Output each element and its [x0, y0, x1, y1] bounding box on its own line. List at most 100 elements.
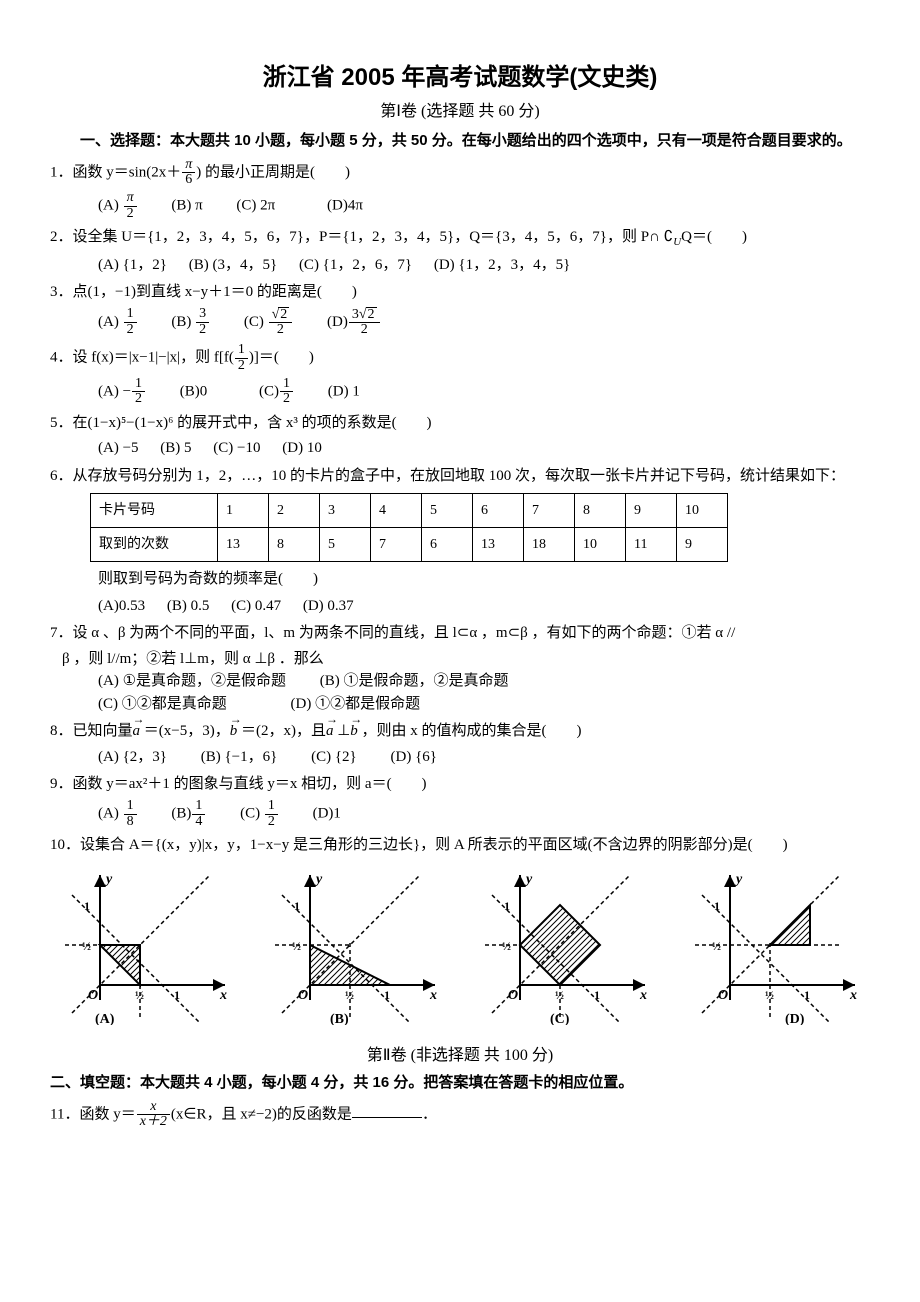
q1-stem: 1．函数 y＝sin(2x＋	[50, 164, 181, 180]
q5-b: (B) 5	[160, 440, 191, 456]
q6-sub: 则取到号码为奇数的频率是( )	[98, 568, 870, 591]
q9-d: (D)1	[313, 806, 341, 822]
q4-a-num: 1	[132, 377, 145, 393]
q9-a-num: 1	[124, 799, 137, 815]
q6: 6．从存放号码分别为 1，2，…，10 的卡片的盒子中，在放回地取 100 次，…	[50, 465, 870, 488]
q4-options: (A) −12 (B)0 (C)12 (D) 1	[98, 377, 870, 407]
q4: 4．设 f(x)＝|x−1|−|x|，则 f[f(12)]＝( )	[50, 343, 870, 373]
svg-text:(A): (A)	[95, 1012, 115, 1025]
t-r1-3: 4	[371, 494, 422, 528]
q3-d-pre: 3	[352, 307, 359, 322]
svg-text:x: x	[849, 988, 857, 1003]
q4-a-pre: (A) −	[98, 383, 131, 399]
q8: 8．已知向量a ＝(x−5，3)，b ＝(2，x)，且a ⊥b ，则由 x 的值…	[50, 720, 870, 743]
q8-veca2: a	[326, 720, 334, 743]
t-r1-1: 2	[269, 494, 320, 528]
q1-num: π	[182, 158, 195, 174]
section1-head: 一、选择题：本大题共 10 小题，每小题 5 分，共 50 分。在每小题给出的四…	[50, 130, 870, 153]
t-r2-1: 8	[269, 528, 320, 562]
t-r1-0: 1	[218, 494, 269, 528]
t-r2-9: 9	[677, 528, 728, 562]
svg-text:O: O	[298, 988, 308, 1003]
q2-q: Q＝( )	[681, 229, 747, 245]
q8-perp: ⊥	[337, 723, 350, 739]
t-r2-7: 10	[575, 528, 626, 562]
t-r2-5: 13	[473, 528, 524, 562]
svg-text:1: 1	[594, 988, 600, 1002]
q3-b-den: 2	[196, 323, 209, 338]
t-r1-h: 卡片号码	[91, 494, 218, 528]
t-r2-h: 取到的次数	[91, 528, 218, 562]
svg-text:y: y	[314, 872, 323, 887]
q1: 1．函数 y＝sin(2x＋π6) 的最小正周期是( )	[50, 158, 870, 188]
svg-text:(B): (B)	[330, 1012, 349, 1025]
q2-u: U	[673, 236, 681, 248]
diagram-a: 1 ½ ½ 1 O x y (A)	[60, 865, 240, 1033]
q11-num: x	[137, 1100, 170, 1116]
t-r1-6: 7	[524, 494, 575, 528]
svg-text:½: ½	[502, 939, 511, 953]
q3-c-num: 2	[278, 307, 289, 323]
svg-text:1: 1	[714, 899, 720, 913]
t-r1-2: 3	[320, 494, 371, 528]
q1-d: (D)4π	[327, 198, 363, 214]
svg-text:½: ½	[765, 988, 774, 1002]
q2-options: (A) {1，2} (B) (3，4，5} (C) {1，2，6，7} (D) …	[98, 254, 870, 277]
q8-c: (C) {2}	[311, 749, 357, 765]
svg-text:x: x	[639, 988, 647, 1003]
diagram-d: 1 ½ ½ 1 O x y (D)	[690, 865, 870, 1033]
q3-d-num: 2	[366, 307, 377, 323]
q8-a: (A) {2，3}	[98, 749, 167, 765]
card-table: 卡片号码 1 2 3 4 5 6 7 8 9 10 取到的次数 13 8 5 7…	[90, 493, 728, 562]
q4-a-den: 2	[132, 392, 145, 407]
q4-d: (D) 1	[328, 383, 360, 399]
svg-text:x: x	[219, 988, 227, 1003]
q3-options: (A) 12 (B) 32 (C) 22 (D)322	[98, 307, 870, 338]
q1-c: (C) 2π	[236, 198, 275, 214]
q6-c: (C) 0.47	[231, 598, 281, 614]
q3-a-num: 1	[124, 307, 137, 323]
q2-stem: 2．设全集 U＝{1，2，3，4，5，6，7}，P＝{1，2，3，4，5}，Q＝…	[50, 229, 673, 245]
svg-text:y: y	[524, 872, 533, 887]
q7-a: (A) ①是真命题，②是假命题	[98, 673, 286, 689]
svg-text:½: ½	[292, 939, 301, 953]
q11-mid: (x∈R，且 x≠−2)的反函数是	[171, 1106, 352, 1122]
t-r2-6: 18	[524, 528, 575, 562]
svg-text:½: ½	[82, 939, 91, 953]
q1-den: 6	[182, 173, 195, 188]
q1-b: (B) π	[171, 198, 202, 214]
part2-title: 第Ⅱ卷 (非选择题 共 100 分)	[50, 1044, 870, 1068]
svg-text:½: ½	[555, 988, 564, 1002]
q6-a: (A)0.53	[98, 598, 145, 614]
q6-options: (A)0.53 (B) 0.5 (C) 0.47 (D) 0.37	[98, 595, 870, 618]
q4-stem2: )]＝( )	[249, 350, 314, 366]
q4-c-num: 1	[280, 377, 293, 393]
svg-text:O: O	[88, 988, 98, 1003]
svg-text:1: 1	[804, 988, 810, 1002]
svg-text:1: 1	[84, 899, 90, 913]
q4-c-pre: (C)	[259, 383, 279, 399]
svg-text:1: 1	[384, 988, 390, 1002]
q2-d: (D) {1，2，3，4，5}	[434, 257, 570, 273]
q10-diagrams: 1 ½ ½ 1 O x y (A) 1 ½ ½	[60, 865, 870, 1033]
t-r2-8: 11	[626, 528, 677, 562]
svg-text:(D): (D)	[785, 1012, 805, 1025]
q8-vecb: b	[230, 720, 238, 743]
q3-d-den: 2	[349, 323, 380, 338]
t-r1-7: 8	[575, 494, 626, 528]
t-r2-3: 7	[371, 528, 422, 562]
t-r1-5: 6	[473, 494, 524, 528]
diagram-b: 1 ½ ½ 1 O x y (B)	[270, 865, 450, 1033]
page-title: 浙江省 2005 年高考试题数学(文史类)	[50, 60, 870, 96]
q9-b-den: 4	[192, 815, 205, 830]
svg-text:1: 1	[504, 899, 510, 913]
q7-options: (A) ①是真命题，②是假命题 (B) ①是假命题，②是真命题 (C) ①②都是…	[98, 670, 870, 715]
q11-den: x＋2	[137, 1115, 170, 1130]
svg-text:y: y	[104, 872, 113, 887]
q5: 5．在(1−x)⁵−(1−x)⁶ 的展开式中，含 x³ 的项的系数是( )	[50, 412, 870, 435]
q8-options: (A) {2，3} (B) {−1，6} (C) {2} (D) {6}	[98, 746, 870, 769]
q1-stem2: ) 的最小正周期是( )	[196, 164, 350, 180]
q5-a: (A) −5	[98, 440, 139, 456]
svg-text:1: 1	[294, 899, 300, 913]
q4-stem: 4．设 f(x)＝|x−1|−|x|，则 f[f(	[50, 350, 234, 366]
